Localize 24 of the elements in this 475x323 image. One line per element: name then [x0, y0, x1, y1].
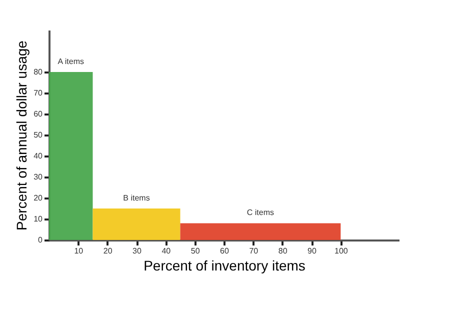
x-tick-label: 40: [162, 246, 172, 256]
y-tick-label: 80: [34, 68, 44, 76]
y-tick-label: 50: [34, 130, 44, 140]
x-tick-label: 50: [190, 246, 200, 256]
annotation: C items: [246, 208, 274, 218]
x-tick-label: 90: [308, 246, 317, 256]
x-axis-title: Percent of inventory items: [144, 258, 306, 274]
x-tick-label: 20: [103, 246, 113, 256]
x-tick-label: 10: [74, 246, 84, 256]
y-tick-label: 30: [34, 172, 44, 182]
y-tick-label: 0: [38, 236, 44, 244]
x-tick-label: 70: [249, 246, 259, 256]
x-tick-label: 80: [278, 246, 288, 256]
y-tick-label: 40: [34, 152, 44, 160]
x-tick-label: 100: [334, 246, 348, 256]
y-tick-label: 70: [34, 88, 44, 98]
y-tick-label: 10: [34, 214, 44, 224]
annotation: B items: [123, 194, 150, 202]
y-tick-label: 20: [34, 194, 44, 202]
y-tick-label: 60: [34, 110, 44, 118]
y-axis-title: Percent of annual dollar usage: [14, 40, 30, 230]
x-tick-label: 60: [220, 246, 230, 256]
x-tick-label: 30: [132, 246, 142, 256]
annotation: A items: [58, 57, 84, 66]
